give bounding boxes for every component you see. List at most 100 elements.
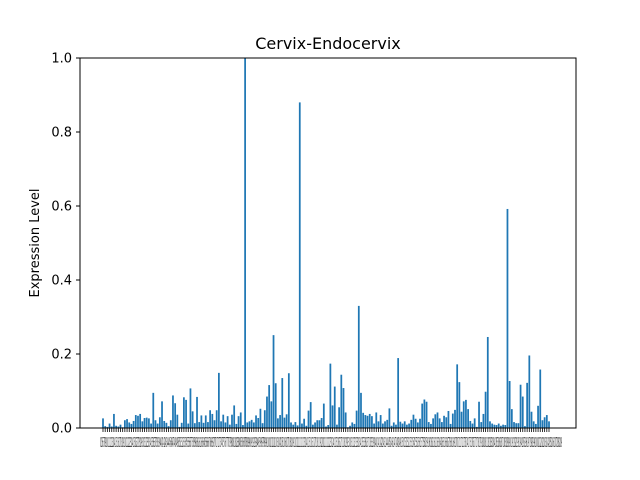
bar [191,411,194,428]
bar [484,391,487,428]
bar [401,423,404,428]
bar [117,426,120,428]
bar [161,401,163,428]
bar [460,411,463,428]
bar [266,396,268,428]
bar [172,395,174,428]
bar [224,422,227,428]
bar [419,418,421,428]
bar [384,421,386,428]
bar [139,413,142,428]
bar [478,401,480,428]
bar [333,386,336,428]
bar [198,422,201,428]
bar [246,422,249,428]
bar [242,425,244,428]
bar [357,305,360,428]
bar [231,414,233,428]
bar [158,417,161,428]
bar [180,422,183,428]
bar [486,336,489,428]
bar [491,423,494,428]
bar [497,423,500,428]
bar [421,403,424,428]
bar [528,355,531,428]
bar [126,419,128,428]
bar [371,416,373,428]
bar [322,403,325,428]
bar [220,421,222,428]
y-tick-label: 0.6 [51,200,72,215]
bar [318,420,321,428]
bar [244,58,246,428]
bar [222,414,225,428]
bar [454,409,456,428]
bar [427,422,430,428]
bar [261,423,264,428]
bar [174,403,177,428]
bar [145,417,148,428]
bar [185,399,187,428]
bar [441,422,443,428]
bar [430,423,432,428]
bar [285,414,288,428]
bar [495,425,498,428]
bar [521,396,524,428]
y-axis-label: Expression Level [28,188,43,297]
bar [296,425,299,428]
bar [272,335,275,428]
bar [123,420,126,428]
bar [316,420,319,428]
bar [406,424,408,428]
bar [469,420,472,428]
bar [143,418,146,428]
bar [327,425,330,428]
bar [377,421,380,428]
bar [386,419,389,428]
bar [340,374,343,428]
bar [176,414,179,428]
bar [239,412,242,428]
bar [108,423,111,428]
bar [287,373,290,428]
bar [342,388,345,428]
bar [338,407,340,428]
bar [465,399,467,428]
bar [532,421,535,428]
bar [132,420,135,428]
bar [475,426,478,428]
bar [368,413,371,428]
bar [110,426,113,428]
bar [344,412,347,428]
bar [366,415,369,428]
bar [281,378,284,428]
bar [106,426,109,428]
bar [104,426,107,428]
bar [167,426,170,428]
bar [445,417,448,428]
bar [506,208,509,428]
bar [379,415,382,428]
bar [423,399,426,428]
bar [156,423,159,428]
bar [432,418,434,428]
bar [397,358,400,428]
y-tick-label: 1.0 [51,52,72,67]
bar [320,418,323,428]
bar [305,425,308,428]
bar [517,423,520,428]
bar [130,423,133,428]
bar [510,409,513,428]
bar [226,416,229,428]
bar [425,401,428,428]
bar [351,422,354,428]
bar [115,425,117,428]
bar [462,401,465,428]
bar [202,422,205,428]
bar [336,424,338,428]
bar [388,408,391,428]
bar [309,402,312,428]
bar [451,413,454,428]
bar [449,423,452,428]
bar [471,423,474,428]
